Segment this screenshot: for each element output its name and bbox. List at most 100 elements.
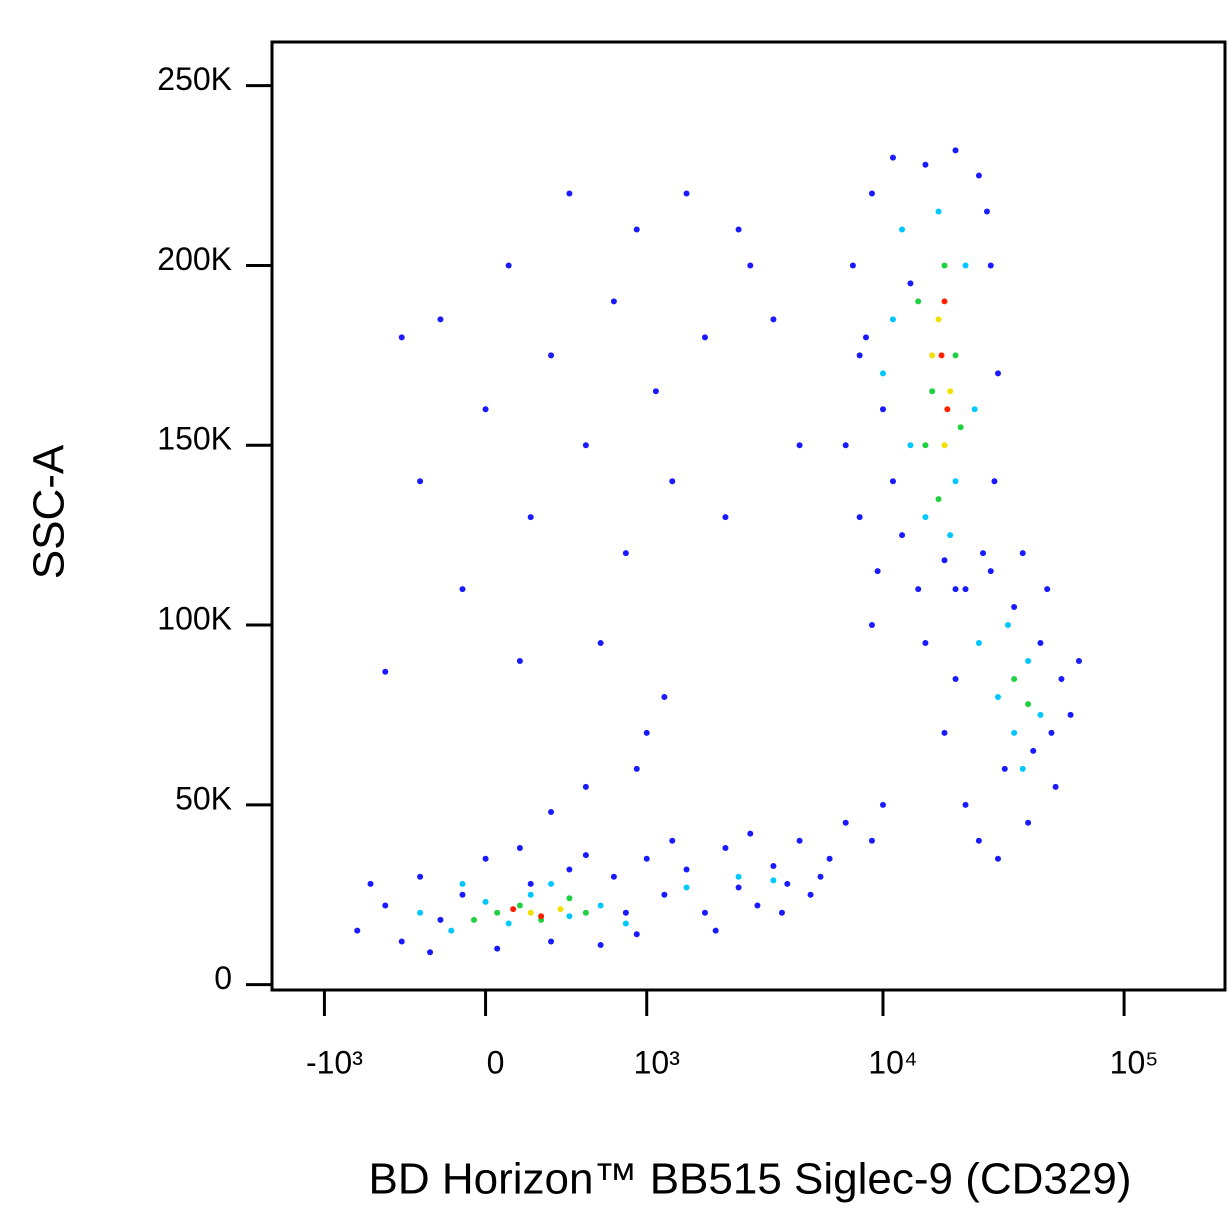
event-dot bbox=[907, 280, 914, 287]
event-dot bbox=[527, 891, 534, 898]
event-dot bbox=[1019, 550, 1026, 557]
event-dot bbox=[527, 880, 534, 887]
event-dot bbox=[899, 226, 906, 233]
event-dot bbox=[633, 765, 640, 772]
event-dot bbox=[962, 262, 969, 269]
event-dot bbox=[597, 902, 604, 909]
event-dot bbox=[842, 442, 849, 449]
event-dot bbox=[987, 568, 994, 575]
event-dot bbox=[735, 884, 742, 891]
event-dot bbox=[582, 852, 589, 859]
event-dot bbox=[994, 370, 1001, 377]
event-dot bbox=[899, 532, 906, 539]
event-dot bbox=[482, 855, 489, 862]
event-dot bbox=[856, 514, 863, 521]
event-dot bbox=[622, 909, 629, 916]
event-dot bbox=[459, 891, 466, 898]
event-dot bbox=[527, 514, 534, 521]
y-tick-label: 50K bbox=[175, 780, 232, 816]
event-dot bbox=[427, 949, 434, 956]
event-dot bbox=[889, 478, 896, 485]
event-dot bbox=[597, 640, 604, 647]
event-dot bbox=[935, 316, 942, 323]
event-dot bbox=[952, 675, 959, 682]
event-dot bbox=[889, 154, 896, 161]
event-dot bbox=[548, 809, 555, 816]
event-dot bbox=[1048, 729, 1055, 736]
event-dot bbox=[796, 837, 803, 844]
event-dot bbox=[994, 855, 1001, 862]
event-dot bbox=[874, 568, 881, 575]
event-dot bbox=[1001, 765, 1008, 772]
event-dot bbox=[417, 909, 424, 916]
event-dot bbox=[722, 514, 729, 521]
event-dot bbox=[826, 855, 833, 862]
event-dot bbox=[582, 909, 589, 916]
event-dot bbox=[735, 873, 742, 880]
event-dot bbox=[1052, 783, 1059, 790]
event-dot bbox=[944, 406, 951, 413]
event-dot bbox=[994, 693, 1001, 700]
event-dot bbox=[922, 640, 929, 647]
event-dot bbox=[941, 729, 948, 736]
event-dot bbox=[1030, 747, 1037, 754]
event-dot bbox=[947, 388, 954, 395]
event-dot bbox=[952, 478, 959, 485]
event-dot bbox=[1011, 675, 1018, 682]
event-dot bbox=[770, 316, 777, 323]
event-dot bbox=[842, 819, 849, 826]
event-dot bbox=[1011, 729, 1018, 736]
event-dot bbox=[482, 406, 489, 413]
x-tick-label: 10⁵ bbox=[1110, 1044, 1159, 1080]
event-dot bbox=[566, 895, 573, 902]
event-dot bbox=[907, 442, 914, 449]
event-dot bbox=[747, 262, 754, 269]
event-dot bbox=[557, 906, 564, 913]
event-dot bbox=[610, 298, 617, 305]
event-dot bbox=[1019, 765, 1026, 772]
x-tick-label: 0 bbox=[487, 1044, 505, 1080]
event-dot bbox=[868, 837, 875, 844]
event-dot bbox=[548, 938, 555, 945]
event-dot bbox=[929, 388, 936, 395]
event-dot bbox=[941, 442, 948, 449]
event-dot bbox=[417, 478, 424, 485]
event-dot bbox=[941, 262, 948, 269]
event-dot bbox=[622, 550, 629, 557]
event-dot bbox=[505, 262, 512, 269]
event-dot bbox=[991, 478, 998, 485]
event-dot bbox=[683, 884, 690, 891]
event-dot bbox=[1044, 586, 1051, 593]
event-dot bbox=[938, 352, 945, 359]
event-dot bbox=[922, 514, 929, 521]
event-dot bbox=[510, 906, 517, 913]
event-dot bbox=[643, 855, 650, 862]
event-dot bbox=[1037, 711, 1044, 718]
event-dot bbox=[722, 844, 729, 851]
event-dot bbox=[516, 657, 523, 664]
event-dot bbox=[817, 873, 824, 880]
event-dot bbox=[868, 190, 875, 197]
event-dot bbox=[354, 927, 361, 934]
plot-frame bbox=[270, 40, 1227, 992]
event-dot bbox=[633, 226, 640, 233]
event-dot bbox=[778, 909, 785, 916]
event-dot bbox=[683, 190, 690, 197]
event-dot bbox=[367, 880, 374, 887]
y-axis-title: SSC-A bbox=[25, 444, 74, 579]
event-dot bbox=[929, 352, 936, 359]
event-dot bbox=[1025, 819, 1032, 826]
event-dot bbox=[516, 902, 523, 909]
event-dot bbox=[952, 352, 959, 359]
event-dot bbox=[652, 388, 659, 395]
event-dot bbox=[669, 837, 676, 844]
event-dot bbox=[398, 938, 405, 945]
x-axis-title: BD Horizon™ BB515 Siglec-9 (CD329) bbox=[369, 1155, 1132, 1204]
event-dot bbox=[701, 909, 708, 916]
event-dot bbox=[1075, 657, 1082, 664]
event-dot bbox=[879, 370, 886, 377]
y-tick-label: 0 bbox=[214, 960, 232, 996]
event-dot bbox=[494, 945, 501, 952]
event-dot bbox=[582, 442, 589, 449]
event-dot bbox=[879, 406, 886, 413]
